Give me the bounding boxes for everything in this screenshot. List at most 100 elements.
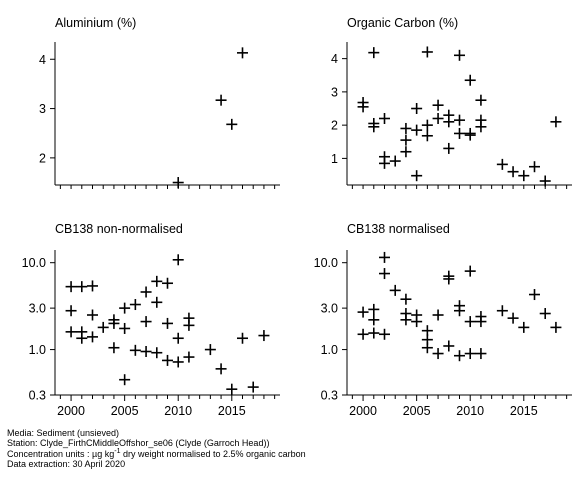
panel-title: Aluminium (%) (55, 16, 136, 30)
data-point (357, 101, 369, 113)
x-tick-label: 2005 (111, 404, 139, 418)
data-point (140, 316, 152, 328)
data-point (464, 348, 476, 360)
data-point (226, 383, 238, 395)
data-point (379, 251, 390, 263)
panel-2: Organic Carbon (%) 1 2 3 4 (331, 16, 572, 189)
data-point (379, 328, 390, 340)
y-tick-label: 1.0 (321, 343, 338, 357)
data-point (421, 130, 433, 142)
data-point (172, 356, 184, 368)
data-point (454, 305, 465, 317)
data-point (151, 347, 163, 359)
footer-media: Media: Sediment (unsieved) (7, 428, 120, 438)
data-point (475, 316, 487, 328)
data-point (258, 330, 270, 342)
data-point (454, 114, 465, 126)
data-point (389, 155, 401, 167)
y-tick-label: 1.0 (29, 343, 46, 357)
data-point (550, 321, 562, 333)
data-point (400, 293, 412, 305)
data-point (539, 175, 551, 187)
panel-3: CB138 non-normalised 2000 2005 2010 2015 0.3 1… (22, 222, 280, 418)
y-tick-label: 3 (331, 85, 338, 99)
data-point (539, 308, 551, 320)
data-point (65, 281, 77, 293)
data-point (454, 49, 465, 61)
data-point (400, 314, 412, 326)
data-point (97, 321, 109, 333)
data-point (204, 344, 216, 356)
data-point (464, 265, 476, 277)
data-point (237, 332, 248, 344)
y-tick-label: 10.0 (314, 256, 338, 270)
x-tick-label: 2005 (403, 404, 431, 418)
data-point (65, 305, 77, 317)
data-point (151, 275, 163, 287)
data-point (368, 303, 380, 315)
data-point (172, 254, 184, 266)
data-point (411, 124, 423, 136)
y-tick-label: 10.0 (22, 256, 46, 270)
data-point (368, 47, 380, 59)
data-point (454, 350, 465, 362)
data-point (443, 340, 455, 352)
y-tick-label: 1 (331, 152, 338, 166)
data-point (443, 116, 455, 128)
y-tick-label: 2 (331, 119, 338, 133)
y-tick-label: 3.0 (321, 302, 338, 316)
data-point (443, 142, 455, 154)
footer-station: Station: Clyde_FirthCMiddleOffshor_se06 … (7, 438, 270, 449)
data-point (140, 286, 152, 298)
panel-title: Organic Carbon (%) (347, 16, 458, 30)
data-point (87, 309, 98, 321)
x-tick-label: 2015 (510, 404, 538, 418)
data-point (411, 316, 423, 328)
data-point (432, 309, 444, 321)
data-point (518, 321, 530, 333)
panel-title: CB138 normalised (347, 222, 450, 236)
data-point (529, 289, 540, 301)
data-point (421, 342, 433, 354)
panel-title: CB138 non-normalised (55, 222, 183, 236)
data-point (215, 94, 227, 106)
panel-4: CB138 normalised 2000 2005 2010 2015 0.3 1.0 3.… (314, 222, 572, 418)
chart-footer: Media: Sediment (unsieved) Station: Clyd… (7, 428, 306, 470)
data-point (108, 317, 120, 329)
data-point (140, 346, 152, 358)
data-point (172, 332, 184, 344)
data-point (475, 94, 487, 106)
y-tick-label: 4 (331, 52, 338, 66)
data-point (443, 273, 455, 285)
data-point (464, 74, 476, 86)
data-point (237, 47, 248, 59)
data-point (379, 112, 390, 124)
data-point (400, 146, 412, 158)
data-point (65, 326, 77, 338)
data-point (379, 157, 390, 169)
data-point (464, 316, 476, 328)
data-point (368, 121, 380, 133)
y-tick-label: 2 (39, 151, 46, 165)
data-point (518, 170, 530, 182)
data-point (550, 116, 562, 128)
data-point (172, 177, 184, 189)
x-tick-label: 2000 (349, 404, 377, 418)
footer-units-sup: -1 (114, 447, 121, 455)
data-point (400, 122, 412, 134)
data-point (357, 306, 369, 318)
footer-units-prefix: Concentration units : µg kg (7, 448, 115, 459)
y-tick-label: 0.3 (29, 389, 46, 403)
data-point (464, 129, 476, 141)
footer-extraction: Data extraction: 30 April 2020 (7, 459, 126, 470)
x-tick-label: 2010 (164, 404, 192, 418)
data-point (432, 112, 444, 124)
x-tick-label: 2000 (57, 404, 85, 418)
data-point (87, 280, 98, 292)
y-tick-label: 4 (39, 53, 46, 67)
data-point (421, 46, 433, 58)
data-point (151, 296, 163, 308)
data-point (389, 284, 401, 296)
data-point (162, 354, 173, 366)
data-point (119, 302, 131, 314)
